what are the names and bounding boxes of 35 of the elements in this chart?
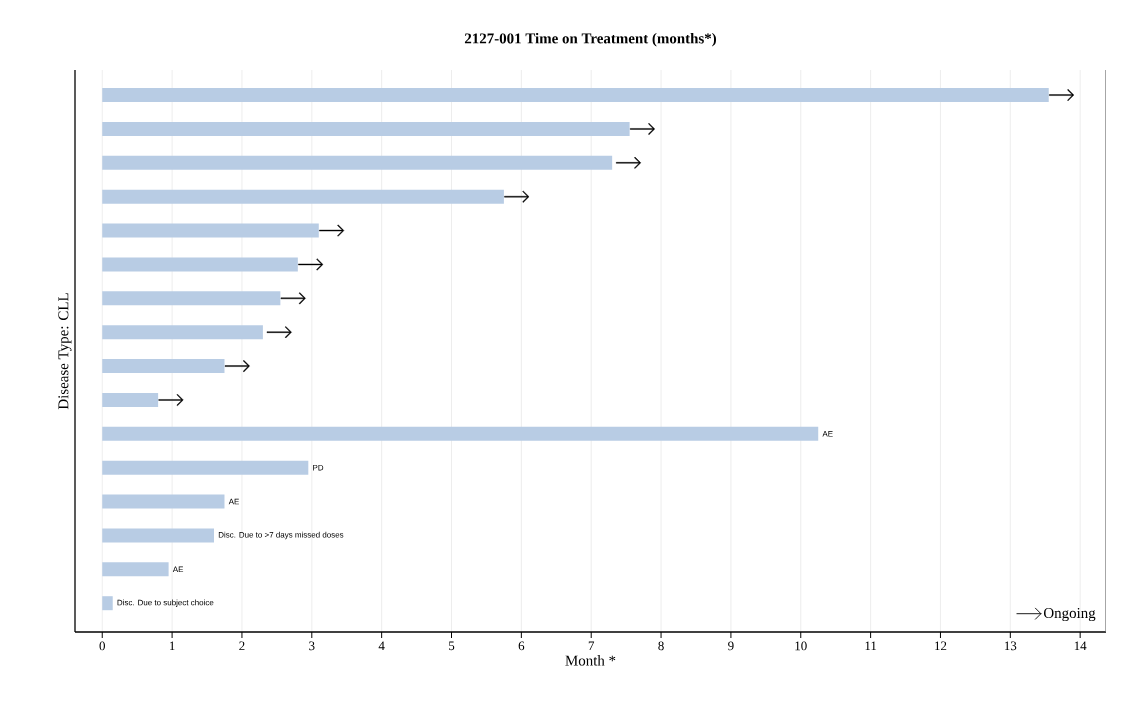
chart-title: 2127-001 Time on Treatment (months*) bbox=[464, 32, 717, 47]
bar bbox=[102, 155, 613, 170]
legend-label: Ongoing bbox=[1043, 608, 1096, 622]
x-tick-label: 1 bbox=[170, 641, 175, 651]
bar bbox=[102, 189, 504, 204]
bar bbox=[102, 528, 214, 543]
bar bbox=[102, 426, 819, 441]
bar bbox=[102, 494, 225, 509]
x-tick-label: 6 bbox=[518, 641, 525, 651]
x-tick-label: 8 bbox=[658, 641, 664, 651]
x-tick-label: 14 bbox=[1074, 641, 1087, 651]
x-tick-label: 2 bbox=[239, 641, 245, 651]
x-tick-label: 7 bbox=[588, 641, 595, 651]
x-tick-label: 3 bbox=[309, 641, 315, 651]
x-tick-label: 4 bbox=[378, 641, 385, 651]
bar bbox=[102, 291, 281, 306]
bar bbox=[102, 223, 319, 238]
bar bbox=[102, 359, 225, 374]
bar bbox=[102, 392, 159, 407]
x-axis-title: Month * bbox=[565, 655, 616, 666]
x-tick-label: 11 bbox=[865, 641, 877, 651]
bar bbox=[102, 460, 309, 475]
x-tick-label: 13 bbox=[1004, 641, 1017, 651]
x-tick-label: 10 bbox=[795, 641, 807, 651]
bar bbox=[102, 121, 630, 136]
bar bbox=[102, 562, 169, 577]
x-tick-label: 0 bbox=[99, 641, 105, 651]
bar bbox=[102, 596, 113, 611]
bar bbox=[102, 88, 1049, 103]
x-tick-label: 5 bbox=[449, 641, 455, 651]
bar bbox=[102, 257, 298, 272]
x-tick-label: 12 bbox=[935, 641, 947, 651]
bar bbox=[102, 325, 263, 340]
x-tick-label: 9 bbox=[728, 641, 734, 651]
y-axis-title: Disease Type: CLL bbox=[58, 293, 72, 410]
